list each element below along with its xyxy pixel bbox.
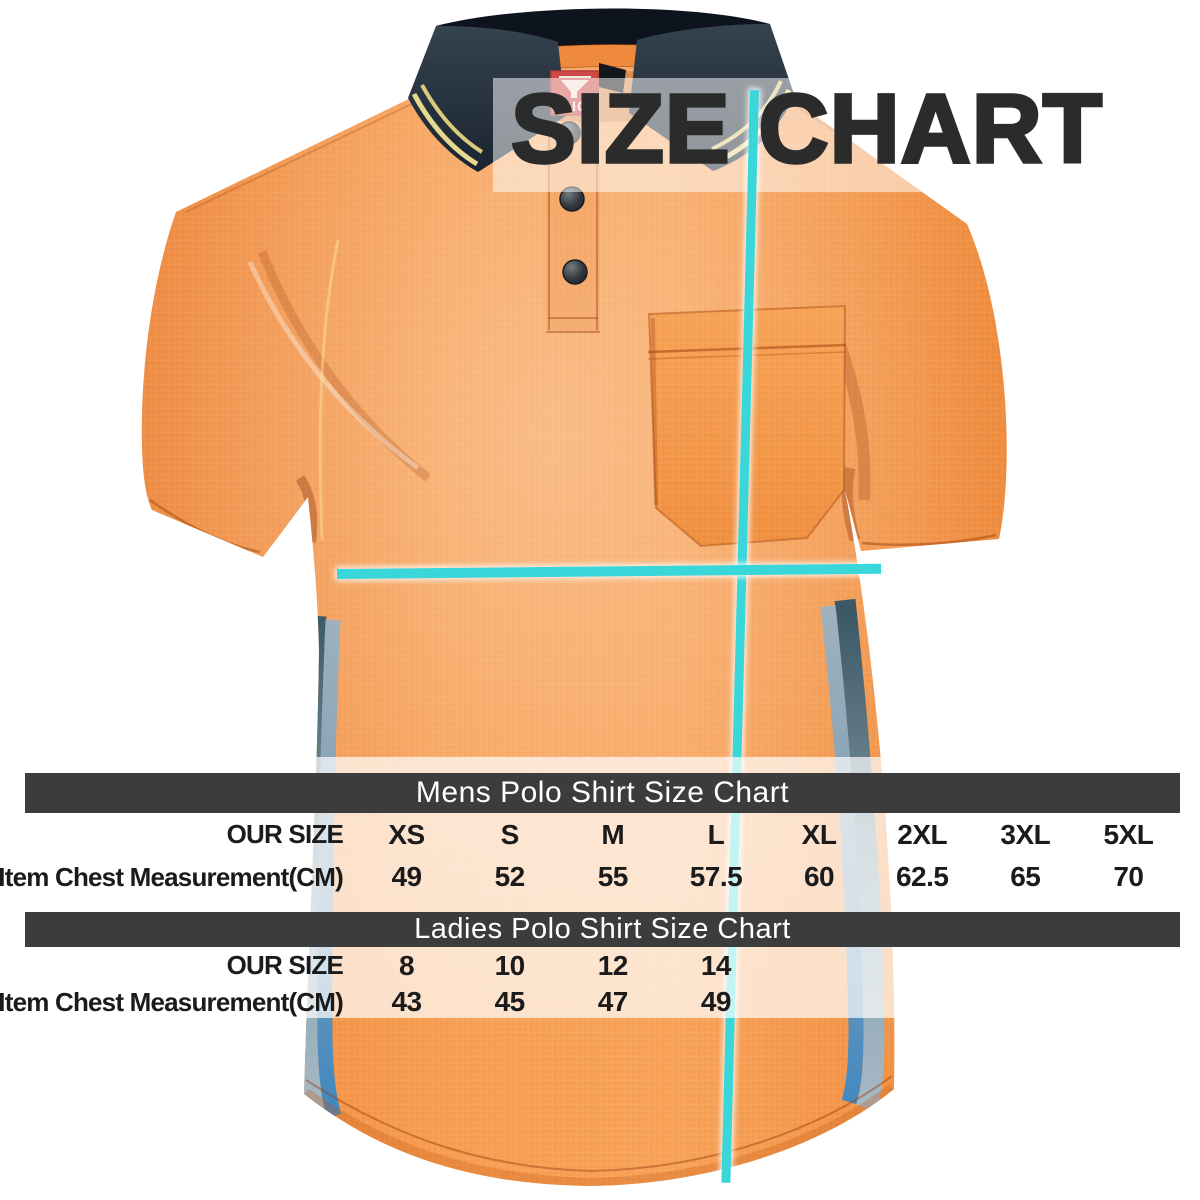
mens-chest-value: 70 <box>1113 861 1144 892</box>
ladies-chest-value: 47 <box>597 986 629 1017</box>
ladies-chest-value: 45 <box>494 986 526 1017</box>
mens-size-row-label: OUR SIZE <box>226 819 344 849</box>
ladies-chest-value <box>974 984 1077 1020</box>
ladies-chest-value <box>768 984 871 1020</box>
ladies-chest-row-label: Item Chest Measurement(CM) <box>0 986 344 1017</box>
ladies-size-row-label: OUR SIZE <box>226 950 344 980</box>
mens-chest-row-label: Item Chest Measurement(CM) <box>0 861 344 892</box>
mens-size: 5XL <box>1103 818 1154 850</box>
mens-chest-value: 52 <box>494 861 526 892</box>
ladies-chest-value <box>1077 984 1180 1020</box>
mens-chest-value: 65 <box>1010 861 1041 892</box>
ladies-chest-value: 49 <box>700 986 732 1017</box>
ladies-size <box>768 947 871 984</box>
ladies-size <box>974 947 1077 984</box>
page-title: SIZE CHART <box>509 74 1104 183</box>
ladies-size: 14 <box>700 949 732 981</box>
mens-size: S <box>500 818 520 850</box>
mens-size: XS <box>388 818 425 850</box>
mens-size: 2XL <box>897 818 948 850</box>
mens-chest-value: 60 <box>803 861 835 892</box>
mens-chest-value: 57.5 <box>689 861 743 892</box>
mens-size: 3XL <box>1000 818 1051 850</box>
mens-size: XL <box>801 818 837 850</box>
mens-table-header: Mens Polo Shirt Size Chart <box>25 773 1180 813</box>
mens-chest-value: 55 <box>597 861 629 892</box>
ladies-size <box>1077 947 1180 984</box>
mens-chest-value: 49 <box>391 861 422 892</box>
mens-size: M <box>601 818 625 850</box>
ladies-chest-value <box>871 984 974 1020</box>
mens-size-table: OUR SIZE XS S M L XL 2XL 3XL 5XL Item Ch… <box>0 813 1180 898</box>
ladies-size-table: OUR SIZE 8 10 12 14 Item Chest Measureme… <box>0 947 1180 1020</box>
ladies-table-header: Ladies Polo Shirt Size Chart <box>25 912 1180 947</box>
mens-chest-value: 62.5 <box>895 861 949 892</box>
ladies-size <box>871 947 974 984</box>
ladies-size: 10 <box>494 949 526 981</box>
mens-size: L <box>707 818 725 850</box>
ladies-size: 8 <box>399 949 415 981</box>
ladies-size: 12 <box>597 949 629 981</box>
ladies-chest-value: 43 <box>391 986 422 1017</box>
title-background-band <box>493 78 1200 192</box>
